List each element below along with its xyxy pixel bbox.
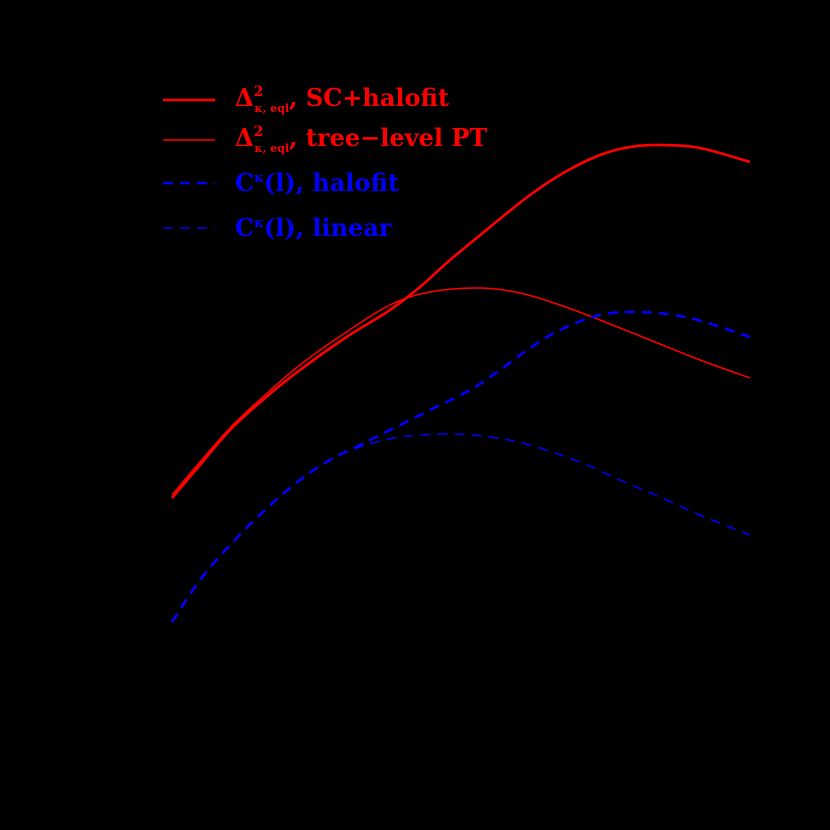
tree-level-curve (171, 287, 751, 496)
sc-halofit-curve (171, 143, 751, 499)
halofit-curve (170, 310, 751, 623)
linear-curve (171, 433, 751, 623)
